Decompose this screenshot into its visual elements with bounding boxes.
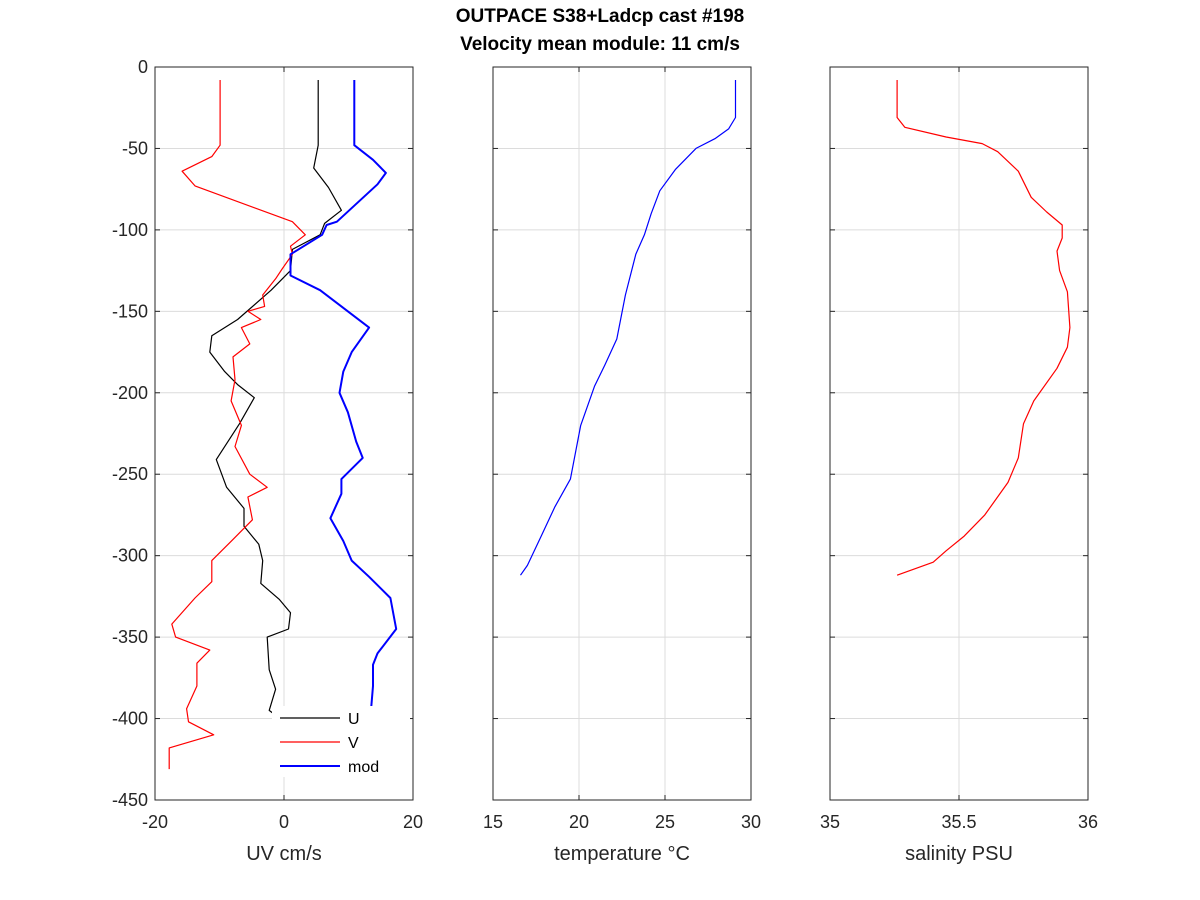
y-tick-label: -200	[112, 383, 148, 403]
y-tick-label: -100	[112, 220, 148, 240]
y-tick-label: -250	[112, 464, 148, 484]
plot-area	[493, 67, 751, 800]
y-tick-label: -450	[112, 790, 148, 810]
legend-label-mod: mod	[348, 759, 379, 776]
y-tick-label: -300	[112, 546, 148, 566]
y-tick-label: -350	[112, 627, 148, 647]
x-tick-label: 30	[741, 812, 761, 832]
x-tick-label: -20	[142, 812, 168, 832]
subplot-1: -20 0 200-50-100-150-200-250-300-350-400-4…	[112, 57, 423, 865]
x-axis-label: temperature °C	[554, 843, 690, 865]
x-tick-label: 25	[655, 812, 675, 832]
series-line	[896, 80, 1071, 576]
y-tick-label: -50	[122, 138, 148, 158]
x-axis-label: salinity PSU	[905, 843, 1013, 865]
y-tick-label: -150	[112, 301, 148, 321]
x-tick-label: 0	[279, 812, 289, 832]
legend-label-u: U	[348, 711, 360, 728]
x-tick-label: 20	[569, 812, 589, 832]
chart-title-line1: OUTPACE S38+Ladcp cast #198	[455, 6, 745, 27]
x-tick-label: 20	[403, 812, 423, 832]
x-tick-label: 15	[483, 812, 503, 832]
subplot-3: 35 35.5 36 salinity PSU	[820, 66, 1098, 865]
x-tick-label: 36	[1078, 812, 1098, 832]
series-line-u	[209, 80, 342, 770]
series-line-v	[168, 80, 306, 770]
series-line	[520, 80, 737, 576]
x-tick-label: 35	[820, 812, 840, 832]
y-tick-label: -400	[112, 709, 148, 729]
x-tick-label: 35.5	[941, 812, 976, 832]
legend-label-v: V	[348, 735, 359, 752]
series-line-mod	[289, 80, 398, 770]
y-tick-label: 0	[138, 57, 148, 77]
chart-title-line2: Velocity mean module: 11 cm/s	[460, 34, 740, 55]
axes-box	[492, 66, 752, 801]
subplot-2: 15 20 25 30 temperature °C	[483, 66, 761, 865]
x-axis-label: UV cm/s	[246, 843, 322, 865]
